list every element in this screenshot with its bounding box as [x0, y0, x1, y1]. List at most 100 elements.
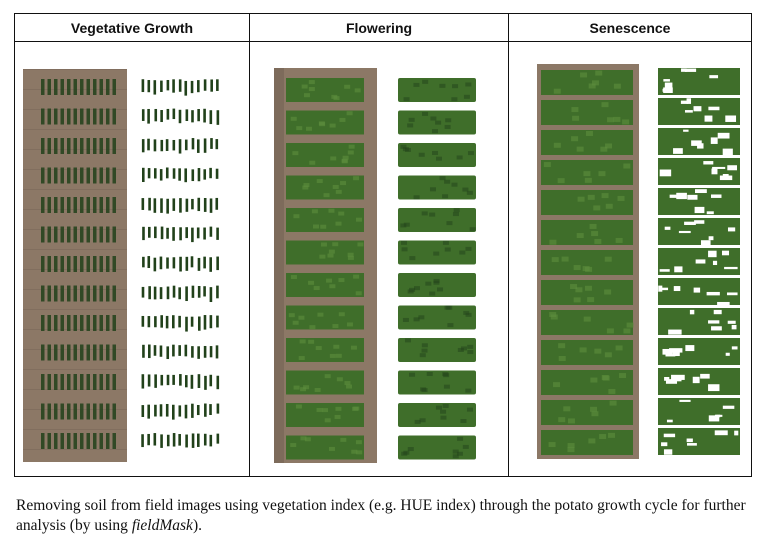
masked-plant-strip: [215, 345, 219, 359]
masked-plant-strip: [203, 433, 207, 446]
senescent-texture: [594, 238, 602, 244]
plant-row-strip: [47, 167, 51, 184]
senescent-texture: [619, 373, 627, 379]
plant-row-strip: [73, 226, 77, 243]
masked-canopy-texture: [413, 286, 420, 291]
masked-plant-strip: [160, 80, 163, 92]
masked-gap: [685, 345, 695, 352]
plant-row-strip: [80, 197, 84, 213]
masked-canopy-block: [398, 338, 476, 362]
masked-plant-strip: [172, 108, 176, 120]
masked-plant-strip: [172, 198, 176, 211]
masked-canopy-texture: [422, 111, 429, 116]
masked-gap: [731, 346, 738, 350]
canopy-texture: [332, 242, 339, 247]
masked-canopy-texture: [419, 353, 426, 358]
masked-plant-strip: [165, 139, 169, 151]
masked-canopy-texture: [429, 187, 436, 192]
masked-plant-strip: [179, 198, 182, 213]
masked-canopy-texture: [452, 449, 459, 454]
masked-gap: [663, 79, 670, 82]
masked-canopy-texture: [447, 323, 454, 328]
masked-plant-strip: [209, 226, 213, 237]
masked-canopy-texture: [467, 151, 474, 156]
masked-canopy-texture: [409, 256, 416, 261]
masked-plant-strip: [147, 108, 150, 124]
masked-gap: [681, 68, 687, 72]
masked-gap: [726, 292, 738, 296]
plant-row-strip: [54, 285, 58, 302]
masked-plant-strip: [197, 109, 200, 122]
masked-canopy-texture: [443, 384, 450, 389]
masked-plant-strip: [203, 108, 206, 123]
plant-row-strip: [99, 344, 103, 361]
senescent-texture: [608, 432, 616, 438]
masked-gap: [714, 430, 728, 436]
plant-row-strip: [67, 226, 71, 243]
masked-canopy-texture: [401, 451, 408, 456]
masked-plant-strip: [216, 79, 219, 91]
masked-canopy-texture: [403, 222, 410, 227]
masked-plant-strip: [216, 433, 220, 444]
canopy-texture: [298, 315, 305, 320]
masked-canopy-texture: [459, 250, 466, 255]
canopy-texture: [324, 374, 331, 379]
masked-plant-strip: [191, 433, 195, 448]
canopy-block: [286, 78, 364, 102]
masked-plant-strip: [159, 345, 163, 357]
masked-plant-strip: [215, 197, 219, 210]
masked-plant-strip: [166, 374, 170, 386]
senescent-canopy-block: [541, 400, 633, 425]
plant-row-strip: [99, 226, 103, 243]
senescent-canopy-block: [541, 340, 633, 365]
senescent-texture: [583, 171, 591, 177]
masked-plant-strip: [209, 434, 213, 447]
canopy-texture: [309, 160, 316, 165]
masked-plant-strip: [203, 315, 207, 330]
plant-row-strip: [47, 256, 51, 272]
canopy-texture: [350, 345, 357, 350]
canopy-texture: [332, 324, 339, 329]
masked-gap: [658, 285, 663, 292]
masked-canopy-block: [398, 305, 476, 330]
masked-gap: [669, 194, 680, 198]
masked-plant-strip: [153, 80, 157, 95]
soil-texture-line: [23, 129, 127, 130]
canopy-texture: [347, 150, 354, 155]
canopy-block: [286, 435, 364, 460]
masked-canopy-texture: [426, 372, 433, 377]
canopy-texture: [304, 437, 311, 442]
masked-canopy-texture: [452, 84, 459, 89]
masked-canopy-texture: [401, 247, 408, 252]
canopy-texture: [353, 274, 360, 279]
plant-row-strip: [112, 108, 116, 125]
masked-canopy-texture: [466, 190, 473, 195]
masked-plant-strip: [185, 316, 188, 332]
masked-gap: [663, 87, 673, 93]
canopy-texture: [314, 387, 321, 392]
plant-row-strip: [41, 374, 45, 390]
figure-caption: Removing soil from field images using ve…: [16, 496, 768, 536]
masked-plant-strip: [185, 227, 188, 239]
plant-row-strip: [60, 433, 64, 449]
masked-canopy-texture: [451, 97, 458, 102]
masked-plant-strip: [154, 226, 157, 239]
masked-plant-strip: [216, 110, 220, 125]
plant-row-strip: [106, 256, 110, 272]
masked-canopy-texture: [413, 195, 420, 200]
masked-plant-strip: [159, 404, 163, 417]
senescent-texture: [626, 322, 634, 328]
canopy-texture: [352, 406, 359, 411]
masked-plant-strip: [191, 169, 195, 182]
masked-canopy-texture: [452, 454, 459, 459]
masked-gap: [725, 115, 737, 122]
masked-gap: [691, 140, 702, 146]
masked-gap: [659, 169, 672, 177]
masked-plant-strip: [203, 79, 207, 91]
plant-row-strip: [80, 374, 84, 390]
senescent-texture: [591, 411, 599, 417]
masked-canopy-texture: [418, 315, 425, 320]
senescent-texture: [557, 178, 565, 184]
masked-gap: [710, 194, 722, 198]
masked-plant-strip: [165, 167, 169, 179]
